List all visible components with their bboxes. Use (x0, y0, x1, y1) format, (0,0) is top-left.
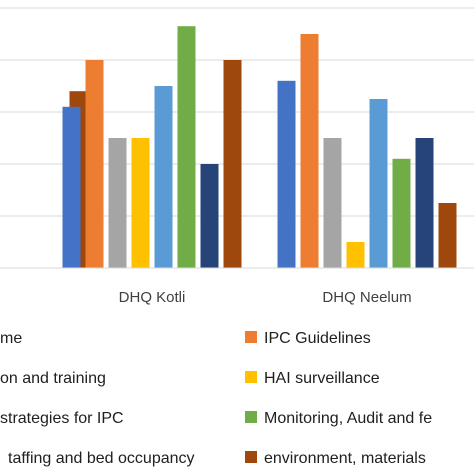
bar (346, 242, 365, 268)
bar (131, 138, 150, 268)
legend-swatch (245, 331, 257, 343)
legend-label: Monitoring, Audit and fe (264, 410, 432, 427)
bar (300, 34, 319, 268)
bar (108, 138, 127, 268)
legend-label: environment, materials (264, 450, 426, 467)
legend-swatch (245, 411, 257, 423)
x-tick-label: DHQ Kotli (119, 289, 186, 306)
x-tick-labels: DHQ Kotli DHQ Neelum (119, 289, 412, 306)
legend-label: taffing and bed occupancy (8, 450, 195, 467)
bar (85, 60, 104, 268)
legend-swatch (245, 371, 257, 383)
bars (62, 26, 457, 269)
bar (323, 138, 342, 268)
bar (438, 203, 457, 268)
bar (62, 106, 81, 268)
bar (415, 138, 434, 268)
legend: me on and training strategies for IPC taffi… (0, 330, 432, 467)
bar (200, 164, 219, 268)
legend-label: HAI surveillance (264, 370, 380, 387)
x-tick-label: DHQ Neelum (322, 289, 411, 306)
bar (277, 80, 296, 268)
bar (177, 26, 196, 269)
legend-label: on and training (0, 370, 106, 387)
bar (392, 158, 411, 268)
legend-label: strategies for IPC (0, 410, 124, 427)
bar (369, 99, 388, 268)
legend-label: IPC Guidelines (264, 330, 371, 347)
bar (154, 86, 173, 268)
bar (223, 60, 242, 268)
legend-swatch (245, 451, 257, 463)
legend-label: me (0, 330, 22, 347)
